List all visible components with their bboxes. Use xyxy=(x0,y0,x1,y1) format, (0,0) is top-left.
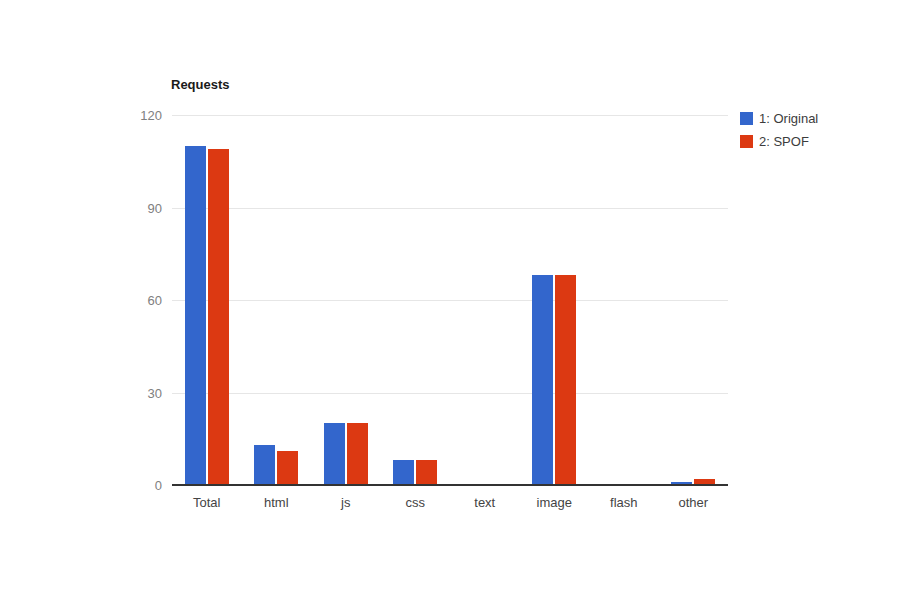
gridline xyxy=(172,300,728,301)
y-axis-tick-label: 90 xyxy=(117,202,162,215)
x-axis-label: html xyxy=(242,496,312,509)
legend: 1: Original 2: SPOF xyxy=(740,112,818,158)
gridline xyxy=(172,208,728,209)
legend-label: 2: SPOF xyxy=(759,134,809,149)
y-axis-tick-label: 60 xyxy=(117,294,162,307)
gridline xyxy=(172,115,728,116)
bar-chart: Requests 1: Original 2: SPOF 0 30 60 90 120 To… xyxy=(0,0,900,600)
bar-spof-total[interactable] xyxy=(208,149,229,485)
x-axis-label: Total xyxy=(172,496,242,509)
bar-original-css[interactable] xyxy=(393,460,414,485)
y-axis-tick-label: 0 xyxy=(117,479,162,492)
x-axis-label: text xyxy=(450,496,520,509)
y-axis-tick-label: 30 xyxy=(117,387,162,400)
bar-spof-image[interactable] xyxy=(555,275,576,485)
gridline xyxy=(172,393,728,394)
legend-item: 2: SPOF xyxy=(740,135,818,148)
bar-original-image[interactable] xyxy=(532,275,553,485)
x-axis-label: js xyxy=(311,496,381,509)
legend-color-swatch-icon xyxy=(740,135,753,148)
x-axis-label: other xyxy=(659,496,729,509)
bar-spof-html[interactable] xyxy=(277,451,298,485)
legend-item: 1: Original xyxy=(740,112,818,125)
x-axis-line xyxy=(172,484,728,486)
bar-spof-js[interactable] xyxy=(347,423,368,485)
x-axis-label: flash xyxy=(589,496,659,509)
legend-color-swatch-icon xyxy=(740,112,753,125)
bar-original-js[interactable] xyxy=(324,423,345,485)
x-axis-label: image xyxy=(520,496,590,509)
chart-title: Requests xyxy=(171,77,230,92)
bar-spof-css[interactable] xyxy=(416,460,437,485)
legend-label: 1: Original xyxy=(759,111,818,126)
bar-original-html[interactable] xyxy=(254,445,275,485)
x-axis-label: css xyxy=(381,496,451,509)
y-axis-tick-label: 120 xyxy=(117,109,162,122)
bar-original-total[interactable] xyxy=(185,146,206,485)
